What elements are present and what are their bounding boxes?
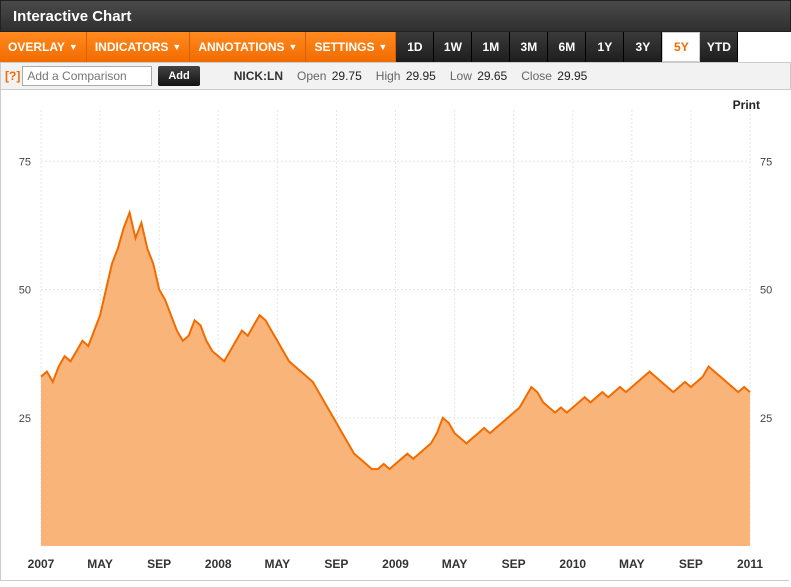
ohlc-close: Close 29.95: [521, 69, 587, 83]
add-button[interactable]: Add: [158, 66, 199, 86]
overlay-button[interactable]: OVERLAY▼: [0, 32, 87, 62]
range-6m[interactable]: 6M: [548, 32, 586, 62]
svg-text:25: 25: [760, 413, 772, 425]
svg-text:50: 50: [19, 285, 31, 297]
ticker-symbol: NICK:LN: [234, 69, 283, 83]
svg-text:2010: 2010: [559, 557, 586, 571]
range-1w[interactable]: 1W: [434, 32, 472, 62]
chevron-down-icon: ▼: [378, 42, 387, 52]
settings-button[interactable]: SETTINGS▼: [306, 32, 396, 62]
svg-text:2008: 2008: [205, 557, 232, 571]
chevron-down-icon: ▼: [69, 42, 78, 52]
help-icon[interactable]: [?]: [5, 69, 20, 83]
annotations-button[interactable]: ANNOTATIONS▼: [190, 32, 306, 62]
svg-text:MAY: MAY: [619, 557, 645, 571]
sub-bar: [?] Add NICK:LN Open 29.75 High 29.95 Lo…: [0, 62, 791, 90]
svg-text:MAY: MAY: [442, 557, 468, 571]
title-text: Interactive Chart: [13, 8, 131, 25]
range-1m[interactable]: 1M: [472, 32, 510, 62]
svg-text:SEP: SEP: [502, 557, 526, 571]
svg-text:SEP: SEP: [324, 557, 348, 571]
range-3m[interactable]: 3M: [510, 32, 548, 62]
range-3y[interactable]: 3Y: [624, 32, 662, 62]
range-ytd[interactable]: YTD: [700, 32, 738, 62]
ohlc-open: Open 29.75: [297, 69, 362, 83]
svg-text:25: 25: [19, 413, 31, 425]
svg-text:2007: 2007: [28, 557, 55, 571]
toolbar: OVERLAY▼ INDICATORS▼ ANNOTATIONS▼ SETTIN…: [0, 32, 791, 62]
ohlc-high: High 29.95: [376, 69, 436, 83]
chart-container: Print 25 25 50 50 75 75 2007 MAY SEP 2008 MAY SEP 20…: [0, 90, 789, 581]
range-1d[interactable]: 1D: [396, 32, 434, 62]
svg-text:MAY: MAY: [265, 557, 291, 571]
chevron-down-icon: ▼: [172, 42, 181, 52]
comparison-input[interactable]: [22, 66, 152, 86]
svg-text:75: 75: [19, 156, 31, 168]
svg-text:2009: 2009: [382, 557, 409, 571]
range-5y[interactable]: 5Y: [662, 32, 700, 62]
range-group: 1D1W1M3M6M1Y3Y5YYTD: [396, 32, 738, 62]
chevron-down-icon: ▼: [289, 42, 298, 52]
title-bar: Interactive Chart: [0, 0, 791, 32]
svg-text:2011: 2011: [737, 557, 763, 571]
svg-text:50: 50: [760, 285, 772, 297]
comparison-group: [?] Add: [5, 66, 200, 86]
svg-text:75: 75: [760, 156, 772, 168]
price-chart[interactable]: 25 25 50 50 75 75 2007 MAY SEP 2008 MAY SEP 2009 MAY S…: [1, 90, 790, 580]
indicators-button[interactable]: INDICATORS▼: [87, 32, 190, 62]
svg-text:MAY: MAY: [87, 557, 113, 571]
ohlc-low: Low 29.65: [450, 69, 507, 83]
range-1y[interactable]: 1Y: [586, 32, 624, 62]
svg-text:SEP: SEP: [679, 557, 703, 571]
svg-text:SEP: SEP: [147, 557, 171, 571]
print-link[interactable]: Print: [733, 98, 760, 112]
